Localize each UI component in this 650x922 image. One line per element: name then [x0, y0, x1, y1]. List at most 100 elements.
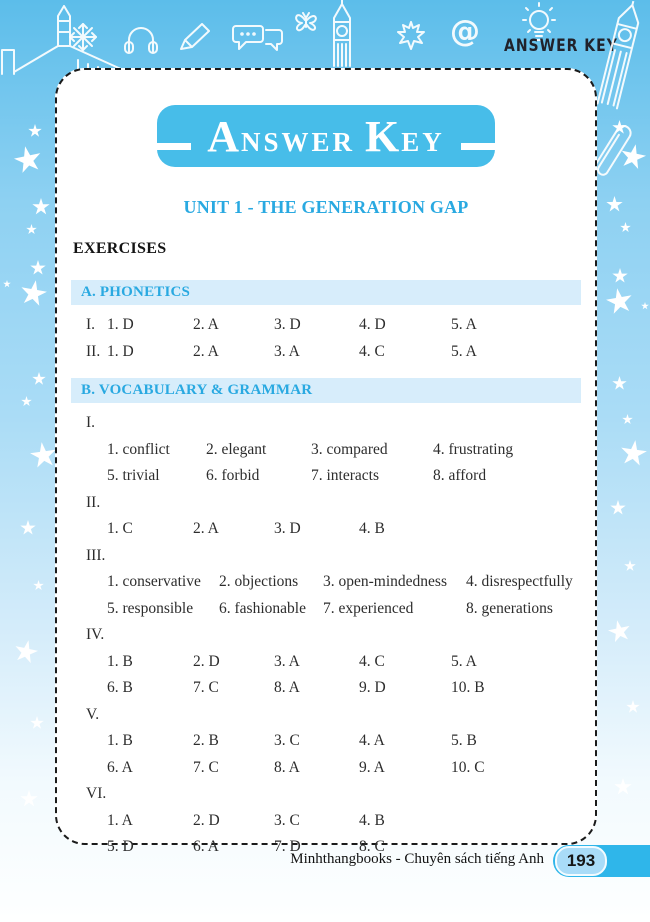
star-icon — [32, 372, 46, 385]
answer-item: 5. A — [451, 316, 477, 333]
answer-row: 5. trivial 6. forbid 7. interacts 8. afford — [107, 463, 581, 490]
answer-item: 4. C — [359, 342, 385, 360]
answer-section: B. VOCABULARY & GRAMMAR I. 1. conflict 2. e… — [71, 378, 581, 861]
answer-item: 4. D — [359, 316, 386, 333]
answer-item: 4. A — [359, 732, 385, 749]
answer-row: 1. conservative 2. objections 3. open-mind… — [107, 569, 581, 596]
footer-publisher-text: Minhthangbooks - Chuyên sách tiếng Anh — [290, 851, 544, 867]
group-numeral: II. — [86, 342, 101, 360]
answer-item: 7. D — [274, 838, 301, 855]
answer-item: 4. B — [359, 811, 385, 829]
answer-item: 1. C — [107, 520, 133, 537]
answer-item: 3. D — [274, 520, 301, 537]
answer-item: 3. A — [274, 342, 300, 360]
star-icon — [604, 286, 635, 317]
star-icon — [26, 224, 37, 235]
answer-row: 1. B 2. B 3. C 4. A 5. B — [107, 728, 581, 755]
answer-item: 9. D — [359, 679, 386, 696]
answer-row: 1. C 2. A 3. D 4. B — [107, 516, 581, 543]
answer-item: 8. A — [274, 679, 300, 696]
answer-row: II. 1. D 2. A 3. A 4. C 5. A — [86, 339, 581, 366]
star-icon — [12, 638, 40, 666]
section-header: B. VOCABULARY & GRAMMAR — [71, 378, 581, 403]
answer-key-card: ANSWER KEY UNIT 1 - THE GENERATION GAP EX… — [55, 68, 597, 855]
star-icon — [618, 438, 648, 468]
star-icon — [11, 143, 44, 176]
star-icon — [620, 222, 631, 233]
answer-item: 3. D — [274, 316, 301, 333]
answer-item: 10. B — [451, 679, 485, 696]
star-icon — [18, 278, 49, 309]
banner-title: ANSWER KEY — [207, 111, 445, 162]
answer-item: 2. B — [193, 732, 219, 749]
answer-item: 6. A — [107, 758, 133, 776]
group-numeral: I. — [86, 316, 96, 333]
star-icon — [20, 520, 36, 535]
section-header: A. PHONETICS — [71, 280, 581, 305]
answer-item: 7. C — [193, 758, 219, 776]
answer-item: 6. B — [107, 679, 133, 696]
answer-item: 4. B — [359, 520, 385, 537]
answer-item: 5. responsible — [107, 599, 194, 617]
snowflake-icon — [68, 22, 98, 52]
answer-item: 2. D — [193, 811, 220, 829]
butterfly-icon — [292, 8, 320, 34]
answer-row: 6. B 7. C 8. A 9. D 10. B — [107, 675, 581, 702]
answer-item: 8. afford — [433, 467, 487, 484]
star-icon — [614, 778, 632, 795]
star-icon — [641, 302, 649, 310]
star-icon — [32, 198, 50, 215]
answer-item: 6. forbid — [206, 467, 260, 484]
group-numeral: I. — [86, 414, 96, 431]
answer-item: 10. C — [451, 758, 485, 776]
answer-item: 5. trivial — [107, 467, 160, 484]
answer-item: 1. A — [107, 811, 133, 829]
answer-row: 1. conflict 2. elegant 3. compared 4. frust… — [107, 437, 581, 464]
answer-item: 1. B — [107, 732, 133, 749]
answer-item: 8. A — [274, 758, 300, 776]
group-numeral: V. — [86, 705, 100, 723]
star-icon — [610, 500, 626, 515]
answer-row: 1. B 2. D 3. A 4. C 5. A — [107, 649, 581, 676]
star-icon — [28, 124, 42, 137]
banner-title-rest: NSWER — [241, 126, 356, 157]
answer-item: 5. B — [451, 732, 477, 749]
banner-title-cap: K — [365, 111, 402, 161]
group-numeral: II. — [86, 493, 101, 511]
answer-row: 1. A 2. D 3. C 4. B — [107, 808, 581, 835]
star-icon — [20, 790, 38, 807]
at-sign-icon: @ — [450, 14, 480, 49]
banner-right-dash — [460, 142, 495, 150]
star-icon — [606, 196, 623, 212]
answer-item: 4. C — [359, 652, 385, 670]
group-numeral: VI. — [86, 785, 107, 802]
star-icon — [21, 396, 32, 407]
answer-item: 9. A — [359, 758, 385, 776]
answer-item: 4. frustrating — [433, 440, 514, 458]
chat-bubbles-icon — [232, 22, 284, 54]
answer-item: 2. A — [193, 520, 219, 537]
answer-row: I. 1. D 2. A 3. D 4. D 5. A — [86, 312, 581, 339]
answer-section: A. PHONETICS I. 1. D 2. A 3. D 4. D 5. A II. 1. … — [71, 280, 581, 365]
answer-key-corner-label: ANSWER KEY — [504, 36, 618, 56]
star-icon — [624, 560, 636, 571]
banner-title-rest: EY — [401, 126, 445, 157]
answer-item: 1. B — [107, 652, 133, 670]
answer-item: 5. A — [451, 342, 477, 360]
answer-item: 1. conflict — [107, 440, 170, 458]
answer-item: 3. A — [274, 652, 300, 670]
answer-item: 7. interacts — [311, 467, 380, 484]
pencil-icon — [178, 22, 214, 52]
answer-row: 6. A 7. C 8. A 9. A 10. C — [107, 755, 581, 782]
answer-item: 4. disrespectfully — [466, 573, 573, 590]
answer-item: 7. experienced — [323, 599, 414, 617]
answer-item: 2. elegant — [206, 440, 267, 458]
banner-title-cap: A — [207, 111, 241, 161]
answer-item: 5. D — [107, 838, 134, 855]
big-ben-right-icon — [582, 0, 650, 115]
answer-item: 3. compared — [311, 440, 388, 458]
answer-item: 2. D — [193, 652, 220, 670]
answer-item: 1. D — [107, 316, 134, 333]
group-numeral: III. — [86, 546, 106, 564]
star-icon — [612, 376, 627, 390]
